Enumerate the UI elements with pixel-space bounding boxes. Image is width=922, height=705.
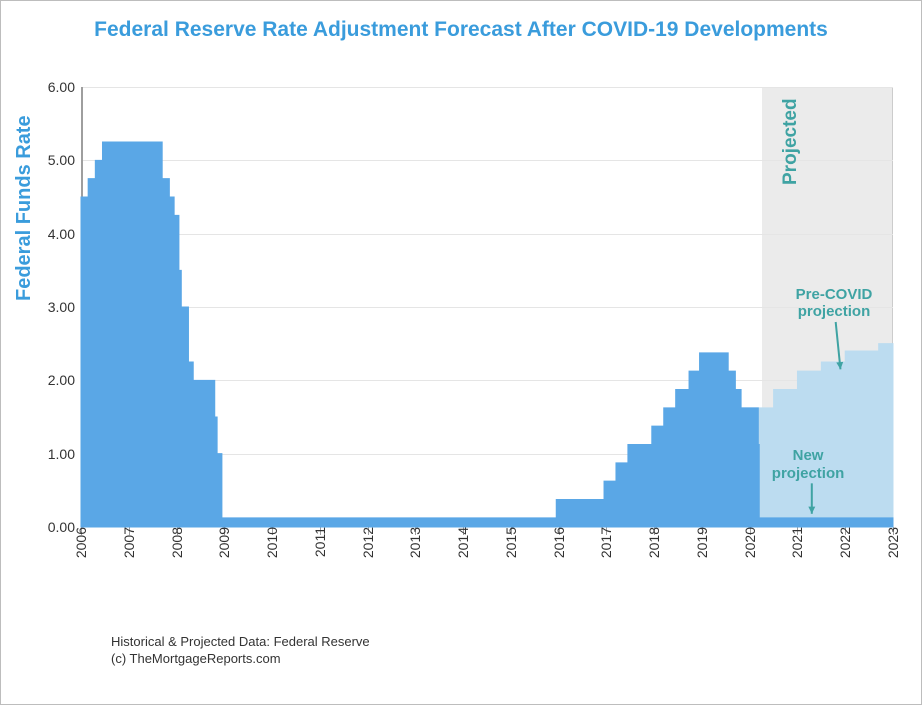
annotation-new-projection: Newprojection — [772, 447, 845, 482]
chart-title: Federal Reserve Rate Adjustment Forecast… — [1, 17, 921, 43]
x-tick-label: 2009 — [216, 527, 232, 558]
x-tick-label: 2011 — [312, 527, 328, 557]
y-tick-label: 5.00 — [48, 152, 75, 168]
y-tick-label: 2.00 — [48, 372, 75, 388]
y-tick-label: 0.00 — [48, 519, 75, 535]
x-tick-label: 2010 — [264, 527, 280, 558]
footnote-line-2: (c) TheMortgageReports.com — [111, 651, 281, 666]
x-tick-label: 2015 — [503, 527, 519, 558]
x-tick-label: 2023 — [885, 527, 901, 558]
x-tick-label: 2019 — [694, 527, 710, 558]
footnote-line-1: Historical & Projected Data: Federal Res… — [111, 634, 370, 649]
x-tick-label: 2013 — [407, 527, 423, 558]
x-tick-label: 2012 — [360, 527, 376, 558]
x-tick-label: 2006 — [73, 527, 89, 558]
x-tick-label: 2008 — [169, 527, 185, 558]
x-tick-label: 2016 — [551, 527, 567, 558]
x-tick-label: 2014 — [455, 527, 471, 558]
x-tick-label: 2020 — [742, 527, 758, 558]
x-tick-label: 2021 — [789, 527, 805, 558]
y-tick-label: 3.00 — [48, 299, 75, 315]
x-tick-label: 2007 — [121, 527, 137, 558]
y-tick-label: 1.00 — [48, 446, 75, 462]
y-tick-label: 6.00 — [48, 79, 75, 95]
series-pre-covid — [741, 344, 893, 527]
y-axis-title: Federal Funds Rate — [13, 115, 36, 301]
plot-area: Projected0.001.002.003.004.005.006.00200… — [81, 87, 893, 527]
chart-footnote: Historical & Projected Data: Federal Res… — [111, 633, 370, 668]
chart-frame: Federal Reserve Rate Adjustment Forecast… — [0, 0, 922, 705]
y-tick-label: 4.00 — [48, 226, 75, 242]
x-tick-label: 2017 — [598, 527, 614, 558]
annotation-pre-covid: Pre-COVIDprojection — [796, 286, 873, 321]
x-tick-label: 2018 — [646, 527, 662, 558]
x-tick-label: 2022 — [837, 527, 853, 558]
